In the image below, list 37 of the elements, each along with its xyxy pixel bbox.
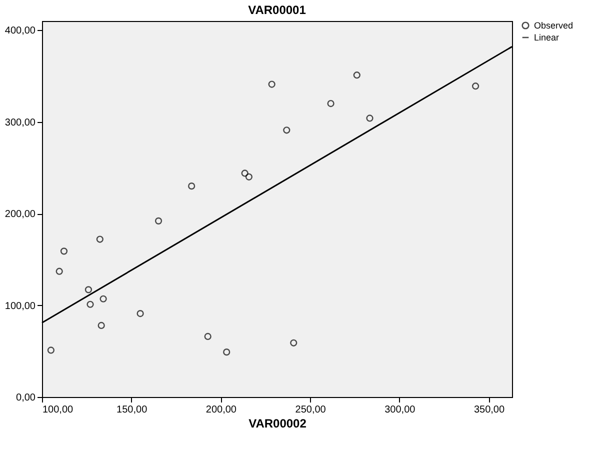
point bbox=[268, 80, 276, 88]
point bbox=[86, 300, 94, 308]
point bbox=[353, 72, 360, 79]
point bbox=[84, 286, 92, 294]
y-tick-label: 300,00 bbox=[4, 117, 36, 128]
x-tick-label: 200,00 bbox=[206, 404, 237, 416]
y-tick-label: 400,00 bbox=[4, 26, 36, 37]
point bbox=[241, 170, 248, 177]
point bbox=[245, 173, 252, 180]
y-tick-label: 100,00 bbox=[4, 300, 36, 312]
x-axis-title: VAR00002 bbox=[248, 416, 307, 430]
x-tick-label: 150,00 bbox=[116, 404, 148, 416]
point bbox=[290, 339, 298, 346]
x-tick-label: 100,00 bbox=[42, 404, 74, 416]
point bbox=[47, 346, 54, 354]
chart-title: VAR00001 bbox=[248, 3, 306, 17]
point bbox=[188, 182, 196, 190]
x-tick-label: 250,00 bbox=[295, 404, 326, 416]
point bbox=[283, 126, 290, 134]
point bbox=[472, 82, 480, 90]
y-tick-label: 200,00 bbox=[4, 209, 36, 220]
point bbox=[366, 114, 374, 122]
y-tick-label: 0,00 bbox=[16, 392, 36, 404]
point bbox=[136, 310, 144, 318]
point bbox=[223, 348, 230, 356]
legend-label: Linear bbox=[534, 32, 560, 42]
legend-label: Observed bbox=[534, 20, 574, 30]
point bbox=[60, 248, 68, 255]
x-tick-label: 350,00 bbox=[474, 404, 505, 416]
point bbox=[100, 295, 107, 302]
point bbox=[154, 217, 162, 224]
point bbox=[327, 100, 334, 108]
point bbox=[204, 332, 212, 340]
point bbox=[98, 322, 105, 330]
x-tick-label: 300,00 bbox=[384, 404, 416, 416]
point bbox=[56, 268, 63, 275]
point bbox=[96, 236, 104, 243]
